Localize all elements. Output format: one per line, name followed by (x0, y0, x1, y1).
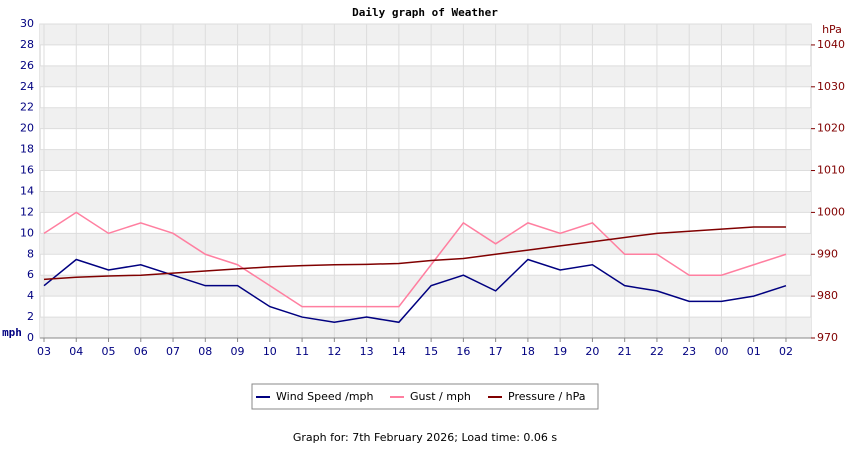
y-tick-label: 12 (20, 205, 34, 218)
x-tick-label: 11 (295, 345, 309, 358)
grid-band (40, 149, 811, 171)
y2-tick-label: 990 (817, 247, 838, 260)
x-tick-label: 03 (37, 345, 51, 358)
grid-band (40, 233, 811, 255)
y2-tick-label: 980 (817, 289, 838, 302)
y-tick-label: 18 (20, 143, 34, 156)
y-tick-label: 4 (27, 289, 34, 302)
grid-band (40, 191, 811, 213)
legend-label: Gust / mph (410, 390, 471, 403)
legend-label: Wind Speed /mph (276, 390, 374, 403)
x-tick-label: 18 (521, 345, 535, 358)
y2-tick-label: 1000 (817, 205, 845, 218)
x-tick-label: 21 (618, 345, 632, 358)
y-tick-label: 6 (27, 268, 34, 281)
x-tick-label: 19 (553, 345, 567, 358)
grid-band (40, 275, 811, 297)
y2-tick-label: 970 (817, 331, 838, 344)
series-line (43, 211, 787, 308)
y-tick-label: 2 (27, 310, 34, 323)
y-tick-label: 0 (27, 331, 34, 344)
x-tick-label: 06 (134, 345, 148, 358)
y2-tick-label: 1040 (817, 38, 845, 51)
x-tick-label: 09 (231, 345, 245, 358)
x-tick-label: 22 (650, 345, 664, 358)
y-tick-label: 22 (20, 101, 34, 114)
y-tick-label: 16 (20, 164, 34, 177)
y2-axis-label: hPa (822, 23, 842, 36)
y2-tick-label: 1020 (817, 122, 845, 135)
x-tick-label: 02 (779, 345, 793, 358)
series-line (43, 226, 786, 281)
x-tick-label: 14 (392, 345, 406, 358)
y-tick-label: 20 (20, 122, 34, 135)
x-tick-label: 23 (682, 345, 696, 358)
grid-band (40, 107, 811, 129)
x-tick-label: 13 (360, 345, 374, 358)
y-tick-label: 26 (20, 59, 34, 72)
x-tick-label: 01 (747, 345, 761, 358)
x-tick-label: 08 (198, 345, 212, 358)
legend-label: Pressure / hPa (508, 390, 586, 403)
x-tick-label: 12 (327, 345, 341, 358)
x-tick-label: 10 (263, 345, 277, 358)
x-tick-label: 15 (424, 345, 438, 358)
y-tick-label: 8 (27, 247, 34, 260)
x-tick-label: 07 (166, 345, 180, 358)
y-tick-label: 28 (20, 38, 34, 51)
y-tick-label: 24 (20, 80, 34, 93)
x-tick-label: 16 (456, 345, 470, 358)
x-tick-label: 17 (489, 345, 503, 358)
grid-band (40, 65, 811, 87)
x-tick-label: 04 (69, 345, 83, 358)
y2-tick-label: 1030 (817, 80, 845, 93)
y-axis-label: mph (2, 326, 22, 339)
y-tick-label: 14 (20, 184, 34, 197)
x-tick-label: 00 (714, 345, 728, 358)
y-tick-label: 10 (20, 226, 34, 239)
footer: Graph for: 7th February 2026; Load time:… (293, 431, 558, 444)
grid-band (40, 24, 811, 45)
grid-band (40, 317, 811, 338)
y2-tick-label: 1010 (817, 164, 845, 177)
x-tick-label: 05 (102, 345, 116, 358)
y-tick-label: 30 (20, 17, 34, 30)
legend-box (251, 383, 599, 410)
x-tick-label: 20 (585, 345, 599, 358)
chart-title: Daily graph of Weather (352, 6, 498, 19)
